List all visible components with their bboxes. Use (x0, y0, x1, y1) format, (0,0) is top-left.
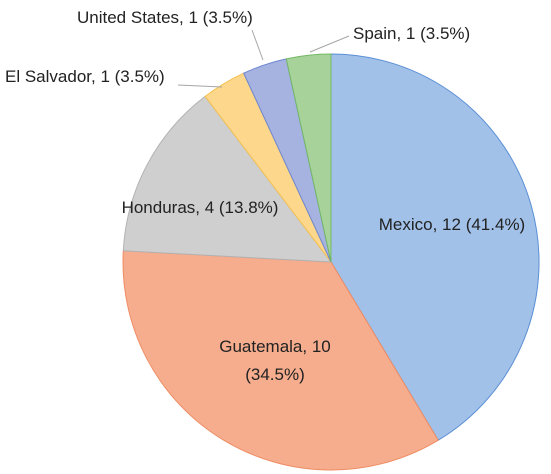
data-labels: Mexico, 12 (41.4%) Guatemala, 10 (34.5%) Ho… (5, 8, 525, 384)
pie-slice-honduras (122, 95, 333, 263)
data-label-united-states: United States, 1 (3.5%) (77, 8, 253, 27)
leader-line-spain (309, 35, 350, 53)
leader-line-united-states (251, 29, 264, 61)
data-label-honduras: Honduras, 4 (13.8%) (122, 198, 279, 217)
data-label-line: Honduras, 4 (13.8%) (122, 198, 279, 217)
data-label-line: Guatemala, 10 (219, 337, 331, 356)
pie-slice-mexico (330, 53, 540, 441)
pie-slice-guatemala (122, 250, 439, 471)
data-label-guatemala: Guatemala, 10 (34.5%) (219, 337, 331, 384)
data-label-mexico: Mexico, 12 (41.4%) (379, 215, 525, 234)
leader-lines (177, 29, 350, 88)
leader-line-el-salvador (177, 84, 223, 88)
pie-slice-spain (285, 53, 332, 263)
data-label-line: (34.5%) (245, 365, 305, 384)
data-label-line: Mexico, 12 (41.4%) (379, 215, 525, 234)
data-label-line: Spain, 1 (3.5%) (353, 24, 470, 43)
data-label-el-salvador: El Salvador, 1 (3.5%) (5, 67, 165, 86)
data-label-line: United States, 1 (3.5%) (77, 8, 253, 27)
data-label-line: El Salvador, 1 (3.5%) (5, 67, 165, 86)
data-label-spain: Spain, 1 (3.5%) (353, 24, 470, 43)
pie-slices (122, 53, 540, 471)
